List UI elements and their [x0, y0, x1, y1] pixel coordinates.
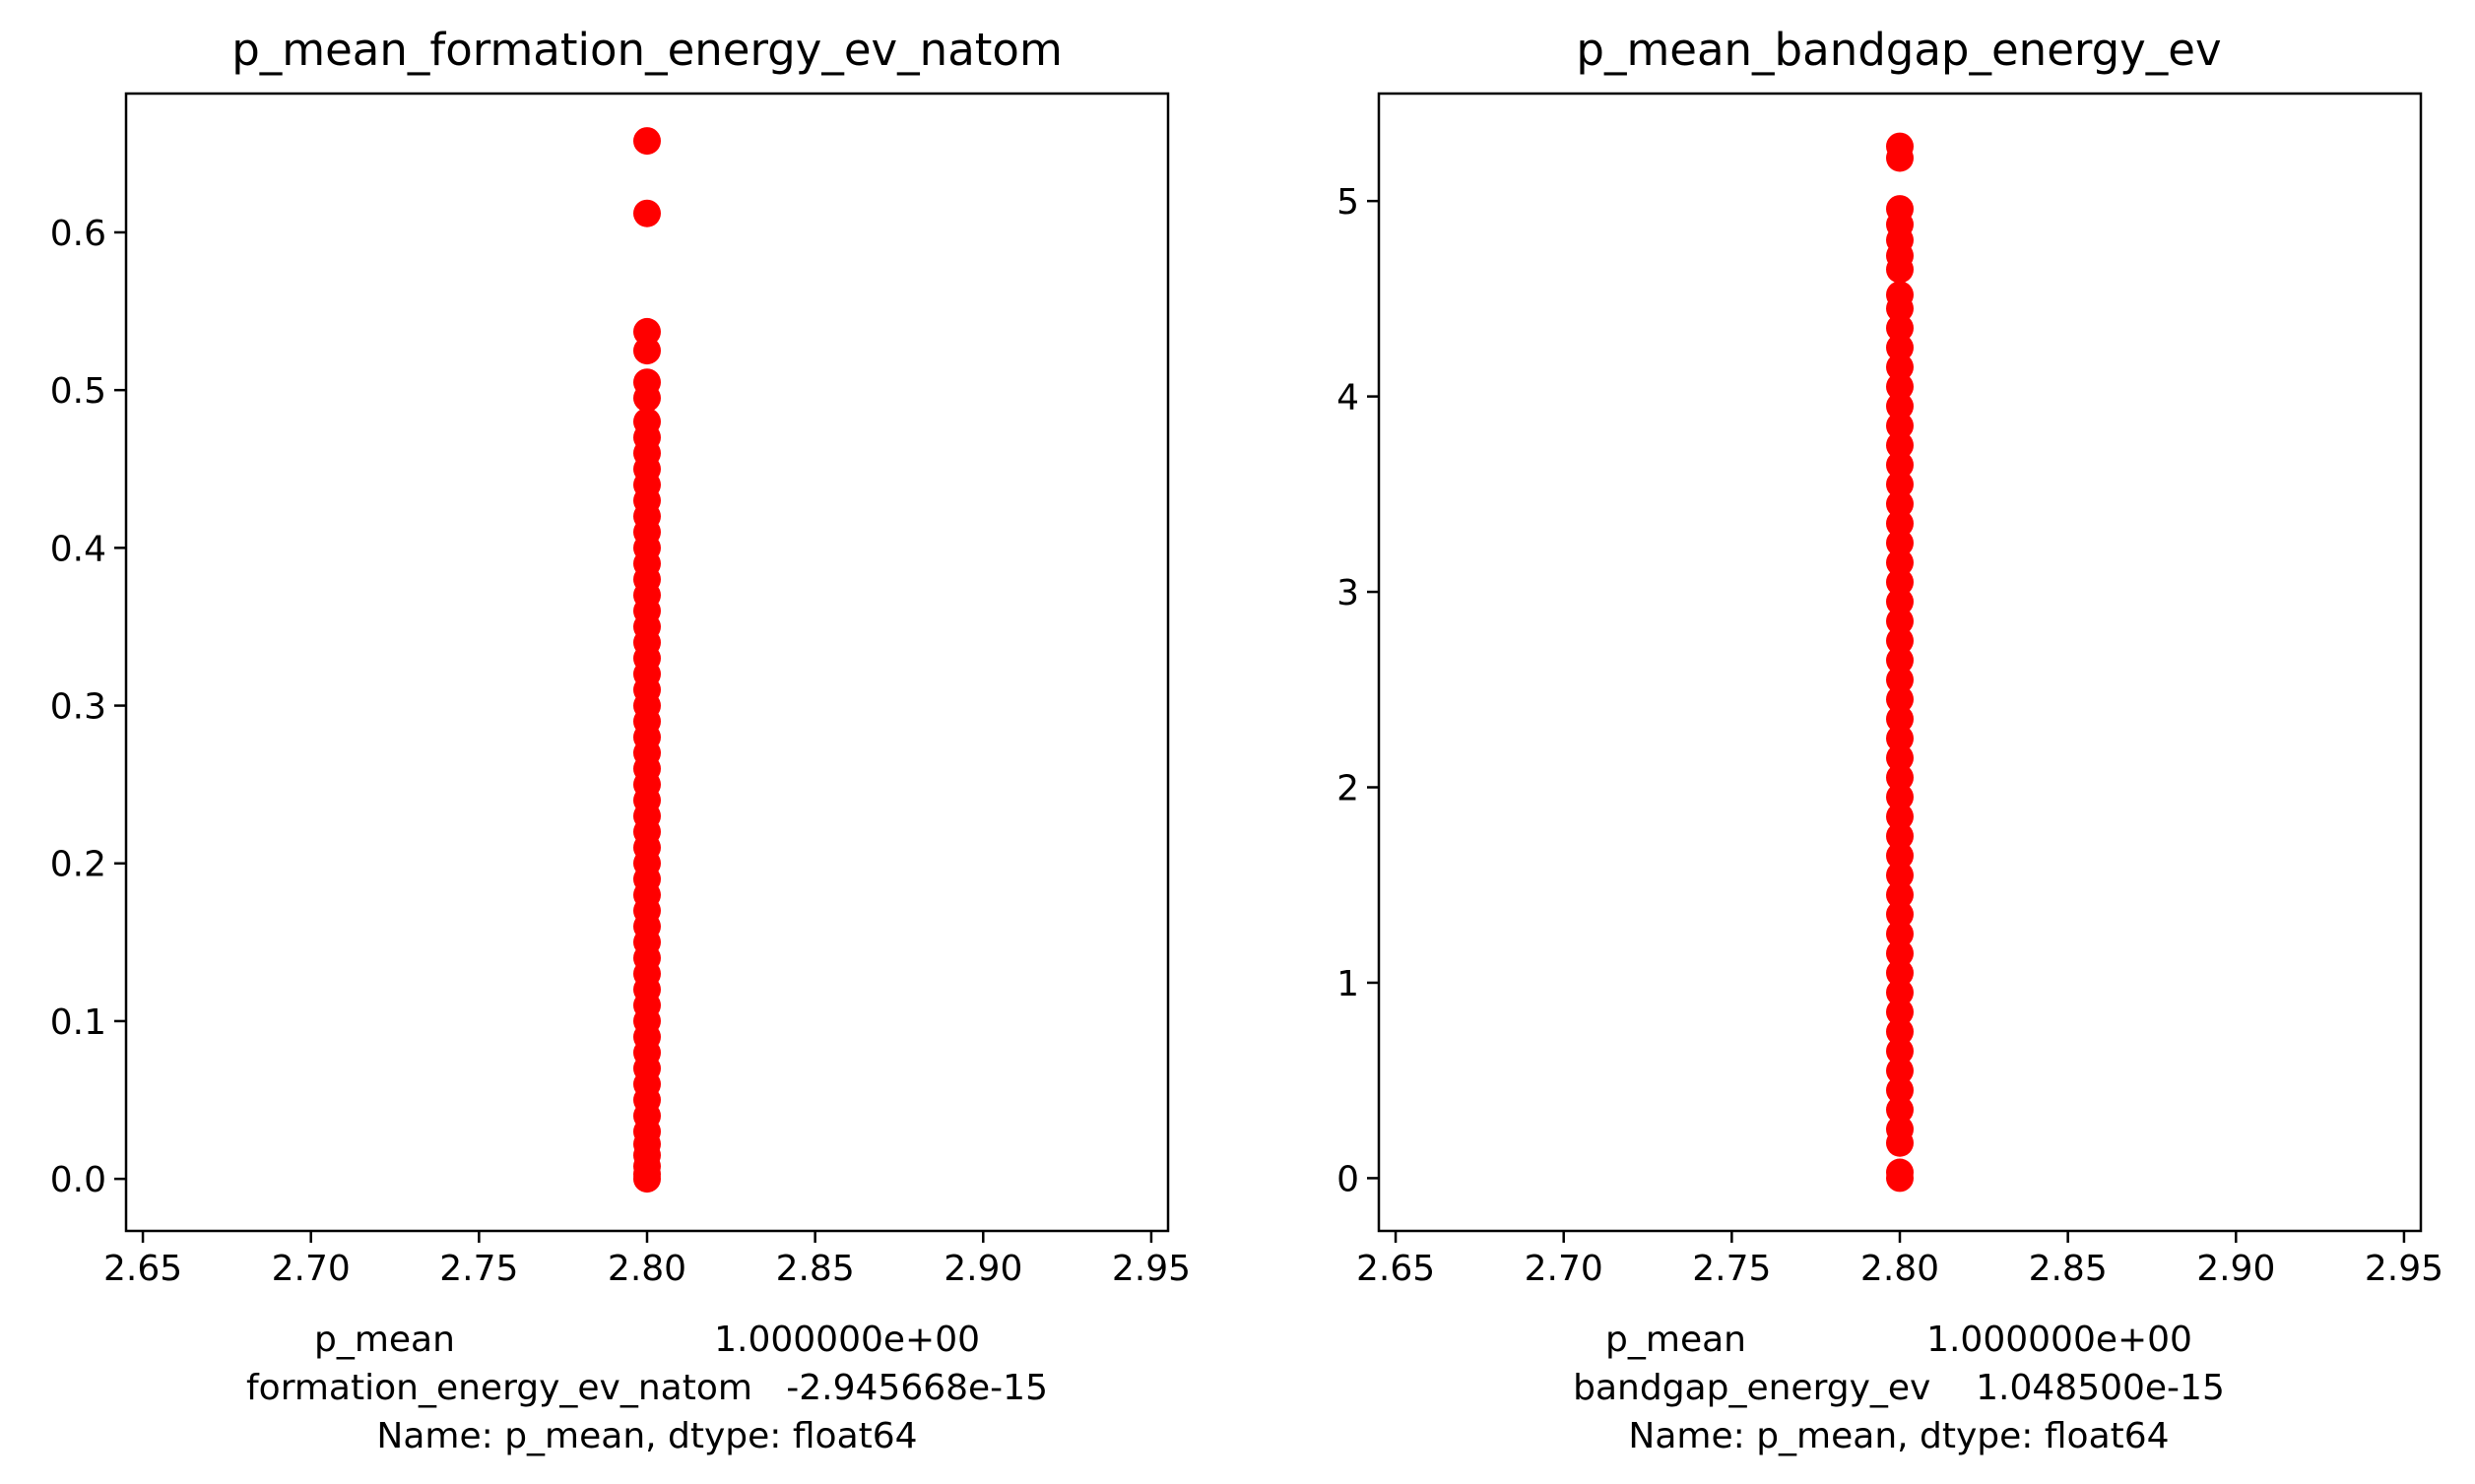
x-axis-label: p_mean 1.000000e+00 formation_energy_ev_… — [246, 1320, 1048, 1456]
x-tick-label: 2.95 — [2365, 1249, 2443, 1289]
data-point — [1886, 1158, 1914, 1187]
x-tick-label: 2.85 — [776, 1249, 855, 1289]
data-point — [1886, 588, 1914, 615]
data-point — [1886, 998, 1914, 1026]
y-tick-label: 0.3 — [50, 687, 106, 728]
data-point — [633, 317, 661, 346]
data-point — [1886, 353, 1914, 381]
data-point — [1886, 392, 1914, 420]
data-point — [1886, 842, 1914, 870]
x-axis-label-line: Name: p_mean, dtype: float64 — [376, 1416, 917, 1456]
data-point — [1886, 1037, 1914, 1065]
chart-title: p_mean_formation_energy_ev_natom — [231, 24, 1063, 76]
y-tick-label: 0 — [1336, 1159, 1359, 1199]
data-point — [1886, 568, 1914, 597]
data-point — [1886, 705, 1914, 734]
y-tick-label: 0.0 — [50, 1160, 106, 1200]
y-tick-label: 0.5 — [50, 371, 106, 412]
data-point — [1886, 314, 1914, 343]
data-point — [1886, 431, 1914, 460]
y-tick-label: 0.6 — [50, 214, 106, 254]
data-point — [1886, 939, 1914, 968]
data-point — [1886, 529, 1914, 557]
data-point — [1886, 451, 1914, 480]
y-tick-label: 0.2 — [50, 845, 106, 885]
y-tick-label: 5 — [1336, 182, 1359, 223]
y-tick-label: 2 — [1336, 769, 1359, 809]
y-tick-label: 3 — [1336, 573, 1359, 613]
x-tick-label: 2.80 — [608, 1249, 686, 1289]
data-point — [1886, 412, 1914, 440]
data-point — [1886, 132, 1914, 161]
x-axis-label-line: formation_energy_ev_natom -2.945668e-15 — [246, 1368, 1048, 1408]
data-point — [1886, 880, 1914, 909]
x-tick-label: 2.90 — [2196, 1249, 2275, 1289]
x-axis-ticks: 2.65 2.70 2.75 2.80 2.85 2.90 2.95 — [1356, 1231, 2443, 1289]
x-axis-ticks: 2.65 2.70 2.75 2.80 2.85 2.90 2.95 — [103, 1231, 1191, 1289]
subplot-bandgap-energy: p_mean_bandgap_energy_ev 2.65 2.70 2.75 2.8… — [1336, 24, 2443, 1456]
x-tick-label: 2.80 — [1860, 1249, 1939, 1289]
data-point — [1886, 724, 1914, 752]
x-axis-label-line: bandgap_energy_ev 1.048500e-15 — [1573, 1368, 2225, 1408]
data-point — [1886, 743, 1914, 772]
data-point — [1886, 281, 1914, 309]
data-point — [1886, 1076, 1914, 1105]
data-point — [1886, 822, 1914, 851]
x-axis-label-line: p_mean 1.000000e+00 — [1605, 1320, 2192, 1360]
y-axis-ticks: 0 1 2 3 4 5 — [1336, 182, 1379, 1199]
data-point — [1886, 685, 1914, 714]
x-tick-label: 2.65 — [1356, 1249, 1435, 1289]
data-points — [1886, 132, 1914, 1193]
chart-title: p_mean_bandgap_energy_ev — [1576, 24, 2221, 76]
x-axis-label-line: p_mean 1.000000e+00 — [314, 1320, 980, 1360]
data-point — [633, 127, 661, 156]
data-point — [1886, 626, 1914, 655]
data-point — [1886, 920, 1914, 948]
data-point — [1886, 1115, 1914, 1143]
y-axis-ticks: 0.0 0.1 0.2 0.3 0.4 0.5 0.6 — [50, 214, 126, 1200]
data-point — [1886, 803, 1914, 831]
data-point — [1886, 646, 1914, 675]
data-point — [1886, 195, 1914, 224]
data-point — [1886, 1057, 1914, 1085]
data-point — [633, 337, 661, 365]
x-axis-label: p_mean 1.000000e+00 bandgap_energy_ev 1.… — [1573, 1320, 2225, 1456]
subplot-formation-energy: p_mean_formation_energy_ev_natom 2.65 2.7… — [50, 24, 1191, 1456]
x-tick-label: 2.90 — [944, 1249, 1022, 1289]
data-points — [633, 127, 661, 1194]
data-point — [633, 199, 661, 227]
data-point — [1886, 783, 1914, 811]
x-axis-label-line: Name: p_mean, dtype: float64 — [1628, 1416, 2169, 1456]
y-tick-label: 1 — [1336, 964, 1359, 1004]
data-point — [1886, 548, 1914, 577]
x-tick-label: 2.75 — [1692, 1249, 1771, 1289]
data-point — [1886, 489, 1914, 518]
x-tick-label: 2.85 — [2029, 1249, 2108, 1289]
data-point — [1886, 607, 1914, 635]
x-tick-label: 2.65 — [103, 1249, 182, 1289]
data-point — [1886, 666, 1914, 694]
x-tick-label: 2.95 — [1112, 1249, 1191, 1289]
data-point — [1886, 763, 1914, 792]
data-point — [633, 368, 661, 397]
y-tick-label: 4 — [1336, 378, 1359, 419]
x-tick-label: 2.70 — [272, 1249, 351, 1289]
data-point — [1886, 1017, 1914, 1046]
x-tick-label: 2.75 — [439, 1249, 518, 1289]
data-point — [1886, 900, 1914, 929]
data-point — [1886, 470, 1914, 498]
x-tick-label: 2.70 — [1525, 1249, 1603, 1289]
data-point — [1886, 334, 1914, 361]
data-point — [1886, 1096, 1914, 1124]
data-point — [633, 408, 661, 436]
data-point — [1886, 372, 1914, 401]
data-point — [1886, 978, 1914, 1006]
data-point — [1886, 959, 1914, 987]
data-point — [1886, 861, 1914, 889]
data-point — [1886, 509, 1914, 538]
y-tick-label: 0.4 — [50, 529, 106, 569]
y-tick-label: 0.1 — [50, 1002, 106, 1043]
